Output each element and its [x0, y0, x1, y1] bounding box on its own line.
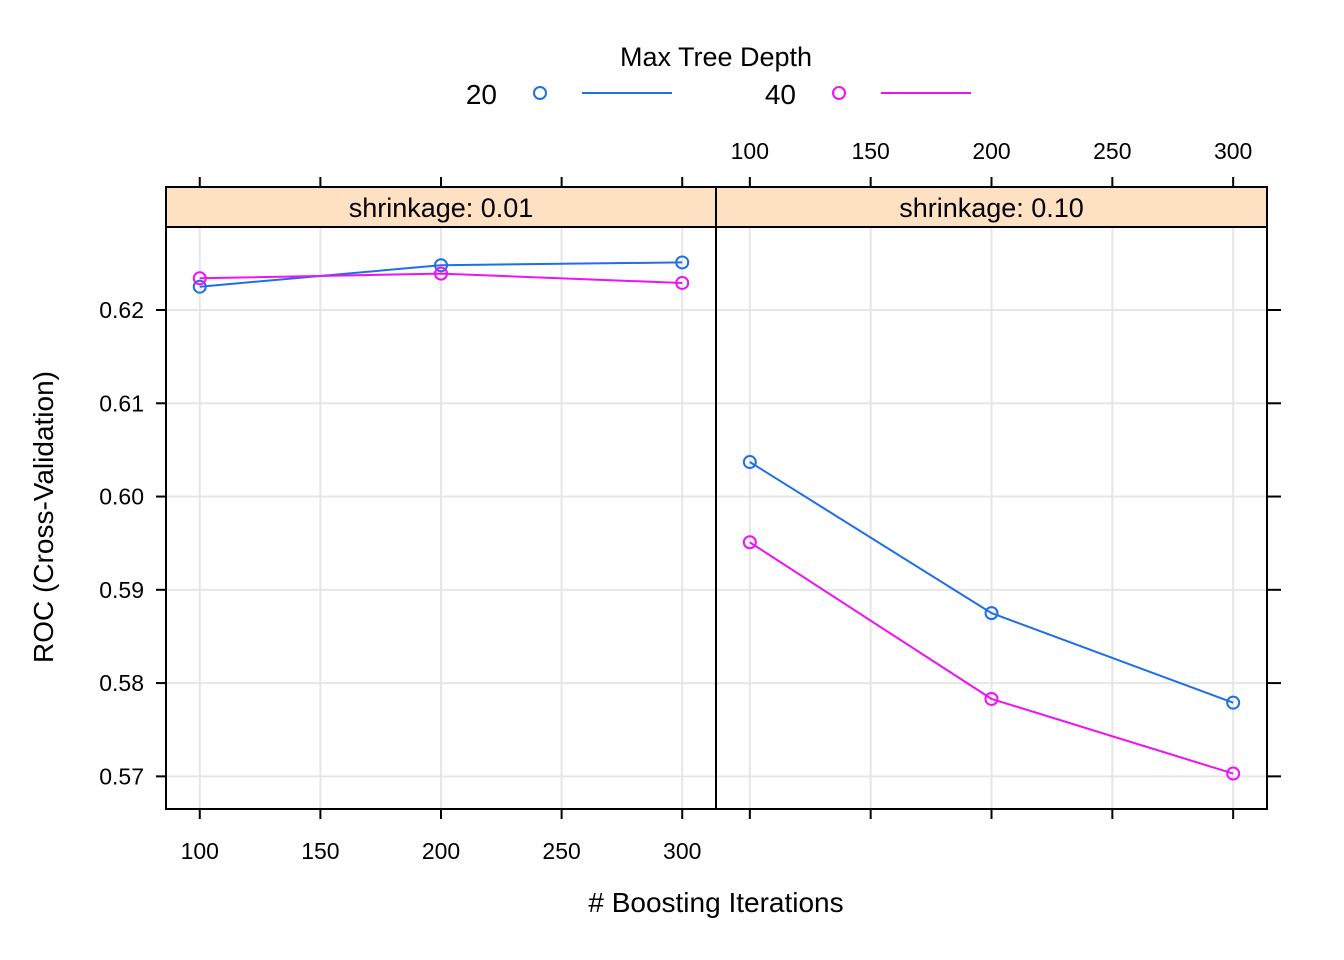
panels: shrinkage: 0.01 100 150 200 250 300 0.57 0.58 0.… [99, 138, 1281, 864]
x-tick-label: 300 [1214, 138, 1252, 164]
data-point-depth-40 [434, 266, 448, 281]
y-tick-label: 0.58 [99, 670, 144, 696]
data-point-depth-20 [675, 255, 690, 270]
y-tick-label: 0.57 [99, 763, 144, 789]
data-point-depth-40 [675, 275, 690, 290]
x-tick-label: 200 [422, 838, 460, 864]
strip-label: shrinkage: 0.01 [349, 193, 534, 223]
strip-label: shrinkage: 0.10 [899, 193, 1084, 223]
legend-label-depth-40: 40 [765, 79, 796, 110]
y-tick-label: 0.60 [99, 484, 144, 510]
series-line-depth-20 [199, 261, 683, 288]
x-tick-label: 100 [181, 838, 219, 864]
x-tick-label: 100 [731, 138, 769, 164]
x-tick-label: 150 [301, 838, 339, 864]
data-point-depth-20 [192, 279, 207, 294]
legend: Max Tree Depth 20 40 [466, 42, 971, 110]
legend-point-depth-20 [533, 86, 547, 100]
x-tick-label: 250 [1093, 138, 1131, 164]
data-point-depth-40 [1226, 766, 1241, 781]
x-tick-label: 300 [663, 838, 701, 864]
x-axis-title: # Boosting Iterations [588, 887, 843, 918]
data-point-depth-20 [434, 258, 448, 273]
data-point-depth-20 [984, 606, 999, 621]
series-line-depth-40 [749, 541, 1234, 775]
series-line-depth-20 [749, 461, 1234, 704]
legend-items: 20 40 [466, 79, 971, 110]
x-tick-label: 150 [851, 138, 889, 164]
y-tick-label: 0.62 [99, 297, 144, 323]
x-tick-label: 250 [542, 838, 580, 864]
y-tick-label: 0.59 [99, 577, 144, 603]
y-tick-label: 0.61 [99, 390, 144, 416]
y-axis-title: ROC (Cross-Validation) [28, 371, 59, 663]
legend-title: Max Tree Depth [620, 42, 812, 72]
x-tick-label: 200 [972, 138, 1010, 164]
panel-1: shrinkage: 0.01 100 150 200 250 300 0.57 0.58 0.… [99, 177, 717, 864]
series-line-depth-40 [199, 272, 683, 284]
panel-2: shrinkage: 0.10 100 150 200 250 300 [715, 138, 1281, 819]
data-point-depth-40 [192, 271, 207, 286]
data-point-depth-20 [1226, 695, 1241, 710]
data-point-depth-40 [984, 691, 999, 706]
legend-label-depth-20: 20 [466, 79, 497, 110]
data-point-depth-20 [742, 455, 757, 470]
data-point-depth-40 [742, 535, 757, 550]
legend-point-depth-40 [832, 86, 846, 100]
